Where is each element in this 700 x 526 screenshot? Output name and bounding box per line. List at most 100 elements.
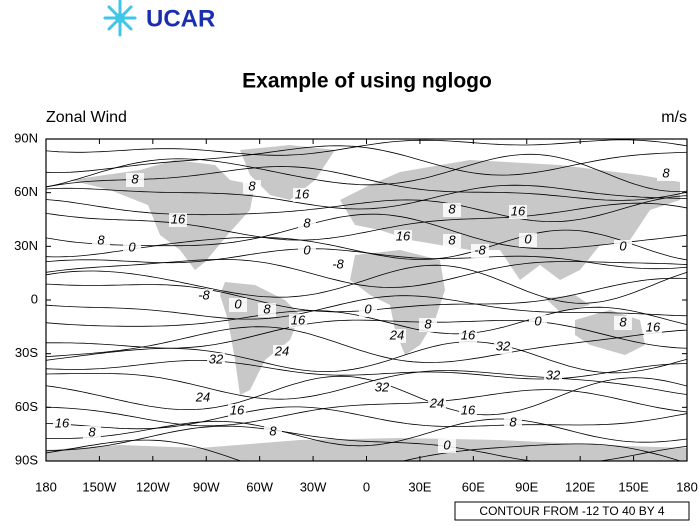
contour-label-bg — [289, 314, 307, 328]
contour-label: 8 — [424, 316, 432, 331]
contour-line — [46, 319, 687, 349]
contour-line — [46, 139, 687, 156]
contour-line — [46, 370, 687, 400]
contour-label-bg — [53, 417, 71, 431]
contour-label: 8 — [448, 232, 456, 247]
contour-line — [46, 184, 687, 210]
x-tick-label: 150W — [82, 479, 117, 494]
x-tick-label: 30E — [408, 479, 431, 494]
x-tick-label: 180 — [676, 479, 698, 494]
contour-label: 24 — [429, 395, 444, 410]
contour-lines — [46, 139, 687, 461]
contour-line — [46, 406, 687, 430]
contour-label: 8 — [509, 414, 517, 429]
contour-label-bg — [443, 203, 461, 217]
right-string: m/s — [661, 109, 687, 126]
contour-line — [46, 389, 687, 427]
contour-label-bg — [229, 298, 247, 312]
x-tick-label: 60W — [246, 479, 273, 494]
y-tick-label: 90S — [15, 452, 38, 467]
x-tick-label: 60E — [462, 479, 485, 494]
contour-label-bg — [428, 397, 446, 411]
y-tick-label: 60N — [14, 184, 38, 199]
contour-label: 16 — [291, 312, 306, 327]
contour-label-bg — [494, 340, 512, 354]
contour-label: 16 — [55, 415, 70, 430]
contour-label: 0 — [443, 437, 451, 452]
contour-line — [46, 326, 687, 363]
contour-label-bg — [207, 353, 225, 367]
contour-label: 16 — [461, 327, 476, 342]
contour-label: 24 — [195, 389, 210, 404]
chart-title: Example of using nglogo — [242, 70, 492, 93]
contour-label: 8 — [263, 301, 271, 316]
contour-line — [46, 202, 687, 241]
contour-line — [46, 341, 687, 374]
map — [46, 139, 687, 461]
contour-label: 0 — [534, 313, 542, 328]
contour-label-bg — [657, 167, 675, 181]
contour-label: 0 — [619, 238, 627, 253]
contour-label: -8 — [198, 287, 210, 302]
contour-label: -8 — [332, 256, 344, 271]
contour-label-bg — [258, 303, 276, 317]
contour-label: 0 — [524, 231, 532, 246]
contour-label-bg — [394, 230, 412, 244]
info-label: CONTOUR FROM -12 TO 40 BY 4 — [479, 504, 664, 518]
contour-line — [46, 418, 687, 447]
contour-line — [46, 425, 687, 461]
logo-text: UCAR — [146, 5, 215, 32]
contour-label: 16 — [295, 186, 310, 201]
x-tick-label: 30W — [300, 479, 327, 494]
contour-label: 8 — [303, 215, 311, 230]
contour-label-bg — [359, 303, 377, 317]
contour-label-bg — [419, 318, 437, 332]
contour-label: 8 — [619, 314, 627, 329]
info-box — [454, 501, 690, 521]
contour-label-bg — [329, 258, 347, 272]
contour-label: 16 — [396, 228, 411, 243]
x-tick-label: 150E — [618, 479, 649, 494]
contour-line — [46, 166, 687, 201]
y-tick-label: 0 — [31, 291, 38, 306]
contour-label-bg — [228, 404, 246, 418]
contour-label-bg — [644, 321, 662, 335]
contour-labels: 8 8 16 16 8 8 0 0 -8 8 16 16 8 -8 0 0 8 -8 0 8 16 0 24 8 16 0 8 16 3… — [53, 165, 675, 453]
contour-label: 16 — [511, 203, 526, 218]
x-tick-label: 120W — [136, 479, 171, 494]
contour-label-bg — [293, 188, 311, 202]
contour-line — [46, 153, 687, 193]
contour-label: 8 — [131, 171, 139, 186]
x-tick-label: 180 — [35, 479, 57, 494]
y-tick-label: 60S — [15, 399, 38, 414]
contour-label: 16 — [171, 211, 186, 226]
contour-label-bg — [123, 241, 141, 255]
contour-label: 8 — [269, 423, 277, 438]
contour-label: 32 — [375, 379, 390, 394]
contour-label-bg — [509, 205, 527, 219]
contour-label: 8 — [97, 232, 105, 247]
contour-label-bg — [194, 391, 212, 405]
contour-label: 0 — [234, 296, 242, 311]
contour-label-bg — [438, 439, 456, 453]
logo: UCAR — [103, 0, 215, 37]
x-tick-label: 90W — [193, 479, 220, 494]
contour-label-bg — [373, 381, 391, 395]
contour-label-bg — [459, 404, 477, 418]
contour-label: 8 — [248, 178, 256, 193]
contour-line — [46, 439, 682, 461]
contour-line — [46, 264, 687, 304]
contour-line — [46, 258, 687, 288]
x-tick-label: 120E — [565, 479, 596, 494]
contour-label-bg — [544, 369, 562, 383]
contour-label: 16 — [461, 402, 476, 417]
contour-label: 0 — [303, 242, 311, 257]
contour-label-bg — [83, 426, 101, 440]
contour-label: 32 — [546, 367, 561, 382]
contour-label: 32 — [496, 338, 511, 353]
contour-line — [46, 195, 687, 222]
contour-label-bg — [92, 234, 110, 248]
contour-label-bg — [614, 240, 632, 254]
contour-label: 24 — [389, 327, 404, 342]
